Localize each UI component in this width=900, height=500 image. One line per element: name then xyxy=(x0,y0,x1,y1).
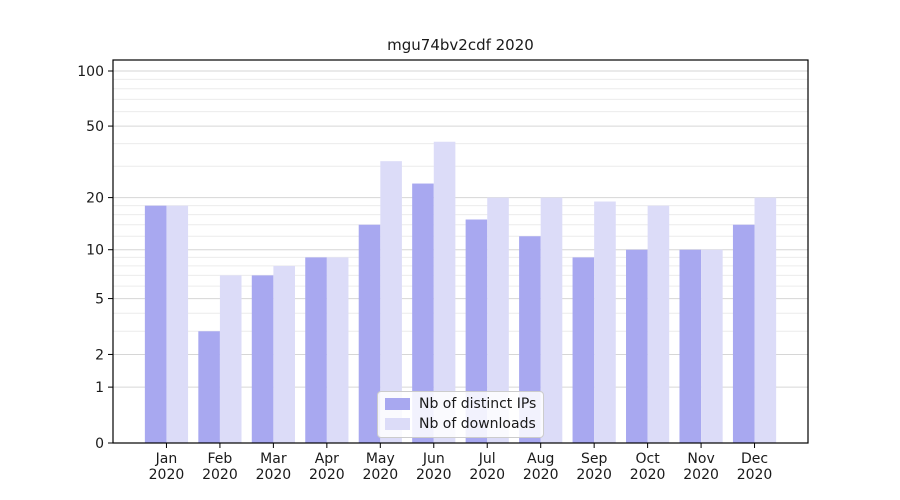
x-tick-label-month: Jul xyxy=(478,451,496,467)
x-tick-label-month: Apr xyxy=(315,451,339,467)
bar-dec-downloads xyxy=(754,197,777,443)
x-tick-label-year: 2020 xyxy=(683,467,719,483)
legend: Nb of distinct IPs Nb of downloads xyxy=(377,391,544,438)
bar-jun-distinct-ips xyxy=(412,183,434,443)
x-tick-label-year: 2020 xyxy=(469,467,505,483)
bar-sep-downloads xyxy=(594,201,616,443)
legend-item-distinct-ips: Nb of distinct IPs xyxy=(385,396,537,412)
bar-jan-downloads xyxy=(166,205,189,443)
x-tick-label-month: Oct xyxy=(636,451,661,467)
bar-dec-distinct-ips xyxy=(732,224,755,443)
legend-swatch-distinct-ips xyxy=(385,398,410,410)
plot-border xyxy=(112,59,809,444)
x-tick-label-month: Jun xyxy=(422,451,445,467)
bar-may-distinct-ips xyxy=(358,224,381,443)
y-tick-label: 5 xyxy=(95,292,104,308)
x-tick-label-year: 2020 xyxy=(523,467,559,483)
x-tick-label-month: Nov xyxy=(687,451,714,467)
bar-nov-downloads xyxy=(701,249,723,443)
bar-oct-downloads xyxy=(647,205,670,443)
bar-sep-distinct-ips xyxy=(572,257,595,443)
x-tick-label-year: 2020 xyxy=(149,467,185,483)
y-tick-label: 50 xyxy=(86,119,104,135)
x-tick-label-year: 2020 xyxy=(256,467,292,483)
legend-swatch-downloads xyxy=(385,418,410,430)
y-tick-label: 1 xyxy=(95,380,104,396)
bar-aug-downloads xyxy=(540,197,563,443)
x-tick-label-year: 2020 xyxy=(416,467,452,483)
x-tick-label-month: Mar xyxy=(260,451,287,467)
x-tick-label-year: 2020 xyxy=(362,467,398,483)
x-tick-label-year: 2020 xyxy=(309,467,345,483)
y-tick-label: 2 xyxy=(95,347,104,363)
x-tick-label-month: Feb xyxy=(208,451,233,467)
bar-nov-distinct-ips xyxy=(679,249,702,443)
x-tick-label-year: 2020 xyxy=(630,467,666,483)
x-tick-label-month: Sep xyxy=(581,451,608,467)
x-tick-label-year: 2020 xyxy=(202,467,238,483)
legend-label-downloads: Nb of downloads xyxy=(419,416,536,432)
bar-mar-downloads xyxy=(273,265,295,443)
legend-label-distinct-ips: Nb of distinct IPs xyxy=(419,396,537,412)
y-tick-label: 10 xyxy=(86,243,104,259)
x-tick-label-year: 2020 xyxy=(576,467,612,483)
bar-jul-downloads xyxy=(487,197,509,443)
y-tick-label: 100 xyxy=(77,64,104,80)
x-tick-label-month: Dec xyxy=(741,451,768,467)
bar-feb-distinct-ips xyxy=(198,331,220,443)
bar-apr-distinct-ips xyxy=(305,257,327,443)
bar-jan-distinct-ips xyxy=(144,205,167,443)
bar-jun-downloads xyxy=(433,141,456,443)
bar-feb-downloads xyxy=(219,275,242,443)
bar-oct-distinct-ips xyxy=(626,249,648,443)
y-tick-label: 20 xyxy=(86,191,104,207)
chart-title: mgu74bv2cdf 2020 xyxy=(387,36,534,54)
bar-may-downloads xyxy=(380,161,402,444)
legend-item-downloads: Nb of downloads xyxy=(385,416,536,432)
x-tick-label-month: Aug xyxy=(527,451,554,467)
bar-mar-distinct-ips xyxy=(251,275,274,443)
x-tick-label-month: May xyxy=(366,451,395,467)
bar-jul-distinct-ips xyxy=(465,219,488,443)
x-tick-label-year: 2020 xyxy=(737,467,773,483)
y-tick-label: 0 xyxy=(95,436,104,452)
x-tick-label-month: Jan xyxy=(155,451,178,467)
bar-apr-downloads xyxy=(326,257,349,443)
